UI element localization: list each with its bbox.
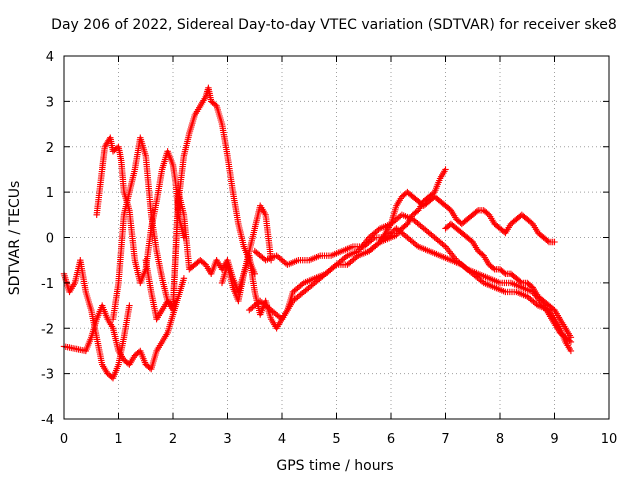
chart-title: Day 206 of 2022, Sidereal Day-to-day VTE… [51,17,617,33]
series-trace-e [142,84,258,323]
x-tick-label: 8 [496,432,504,447]
data-point [533,301,540,308]
series-trace-g [246,211,575,346]
x-tick-label: 6 [387,432,395,447]
data-point [490,264,497,272]
y-axis-label: SDTVAR / TECUs [7,181,23,296]
axis-ticks: 0 1 2 3 4 5 6 7 8 9 10 -4 -3 -2 -1 0 1 2 3 4 [41,50,617,447]
data-point [473,208,480,215]
x-axis-label: GPS time / hours [276,458,393,474]
series-trace-b [60,257,133,382]
x-tick-label: 9 [550,432,558,447]
y-tick-label: 0 [46,232,54,247]
series-trace-j [442,220,575,341]
y-tick-label: 3 [46,95,54,110]
y-tick-label: -4 [41,413,54,428]
y-tick-label: 4 [46,50,54,65]
data-point [500,269,508,276]
y-tick-label: -1 [41,277,54,292]
series-trace-i [366,188,558,255]
y-tick-label: -2 [41,322,54,337]
x-tick-label: 5 [332,432,340,447]
series-trace-h [251,225,575,355]
data-point [180,275,188,282]
data-point [567,334,575,341]
data-point [126,302,133,309]
x-tick-label: 1 [114,432,122,447]
series-trace-a [60,275,188,373]
data-points [60,84,575,382]
data-point [544,237,551,245]
data-point [442,166,449,173]
y-tick-label: 2 [46,141,54,156]
y-tick-label: -3 [41,368,54,383]
x-tick-label: 4 [278,432,286,447]
data-point [551,238,558,246]
x-tick-label: 3 [223,432,231,447]
data-point [517,278,524,285]
y-tick-label: 1 [46,186,54,201]
data-point [567,347,575,355]
x-tick-label: 0 [60,432,68,447]
x-tick-label: 2 [169,432,177,447]
grid-lines [64,56,609,419]
x-tick-label: 10 [601,432,618,447]
x-tick-label: 7 [441,432,449,447]
